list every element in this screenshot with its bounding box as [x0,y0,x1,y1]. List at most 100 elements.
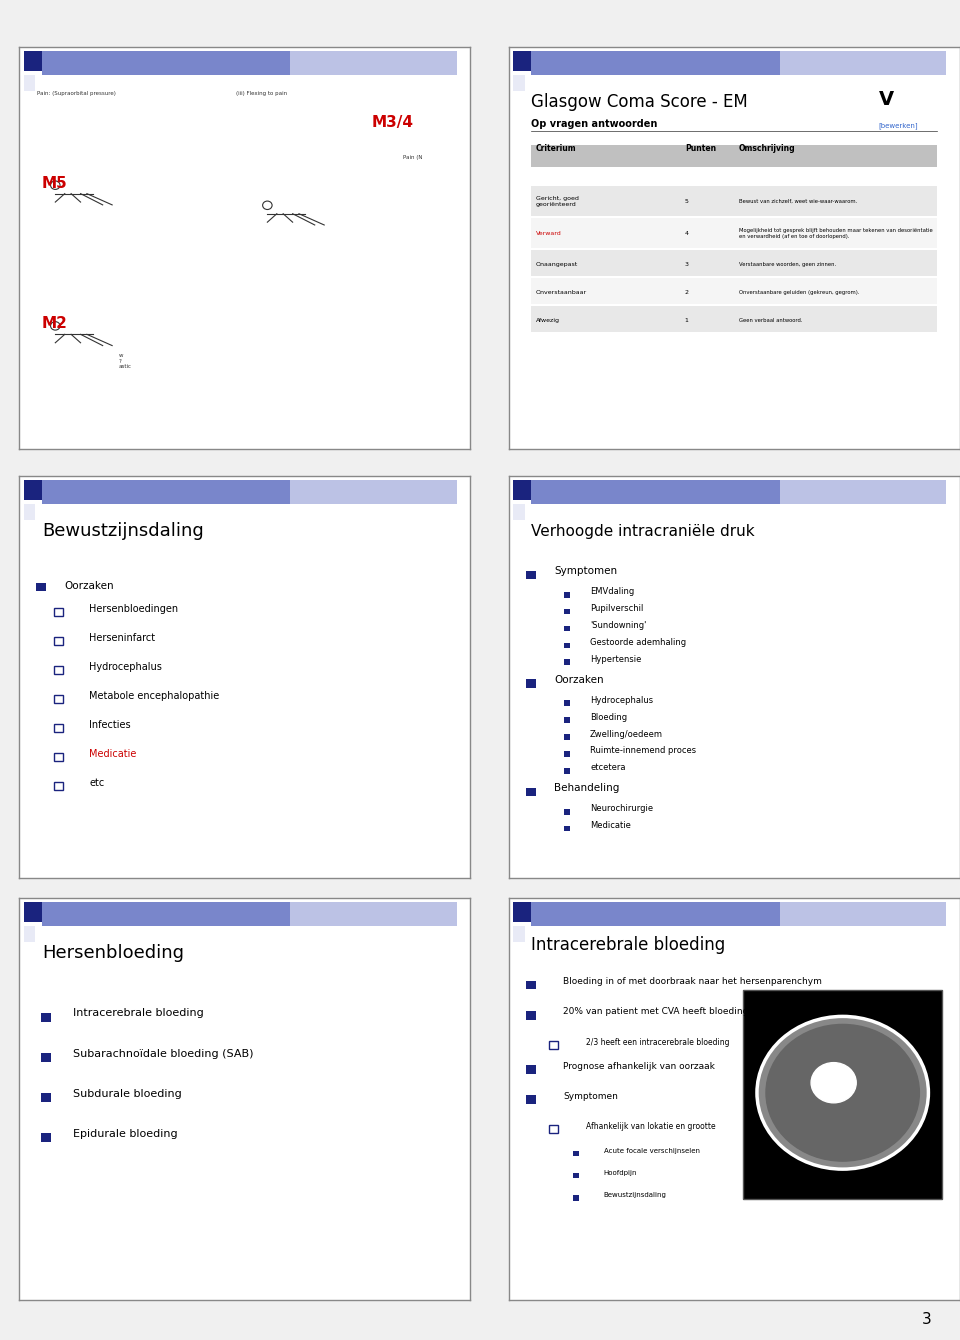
Text: Zwelling/oedeem: Zwelling/oedeem [590,729,663,738]
Text: Onverstaanbaar: Onverstaanbaar [536,289,587,295]
FancyBboxPatch shape [24,504,35,520]
Text: Pain: (Supraorbital pressure): Pain: (Supraorbital pressure) [37,91,116,96]
Text: Hydrocephalus: Hydrocephalus [590,695,653,705]
Text: Geen verbaal antwoord.: Geen verbaal antwoord. [739,318,803,323]
FancyBboxPatch shape [564,809,570,815]
Text: Hersenbloedingen: Hersenbloedingen [89,604,179,614]
Text: Hoofdpijn: Hoofdpijn [604,1170,637,1177]
Text: 2/3 heeft een intracerebrale bloeding: 2/3 heeft een intracerebrale bloeding [586,1037,729,1047]
Text: (iii) Flexing to pain: (iii) Flexing to pain [236,91,287,96]
FancyBboxPatch shape [564,717,570,724]
Text: Bloeding in of met doorbraak naar het hersenparenchym: Bloeding in of met doorbraak naar het he… [563,977,822,986]
FancyBboxPatch shape [548,1040,558,1048]
FancyBboxPatch shape [532,480,947,504]
Text: Ruimte-innemend proces: Ruimte-innemend proces [590,746,696,756]
FancyBboxPatch shape [526,571,536,579]
FancyBboxPatch shape [514,504,524,520]
FancyBboxPatch shape [564,825,570,831]
Text: etcetera: etcetera [590,764,626,772]
FancyBboxPatch shape [532,307,937,332]
FancyBboxPatch shape [24,926,35,942]
FancyBboxPatch shape [55,608,63,616]
Text: Afhankelijk van lokatie en grootte: Afhankelijk van lokatie en grootte [586,1122,715,1131]
Text: Criterium: Criterium [536,145,577,153]
FancyBboxPatch shape [532,249,937,276]
FancyBboxPatch shape [743,990,942,1199]
Text: Subdurale bloeding: Subdurale bloeding [73,1089,182,1099]
FancyBboxPatch shape [564,701,570,706]
Text: w
?
astic: w ? astic [118,352,132,370]
Text: Medicatie: Medicatie [89,749,136,758]
Text: Medicatie: Medicatie [590,821,631,831]
Text: Behandeling: Behandeling [554,784,619,793]
FancyBboxPatch shape [55,695,63,704]
FancyBboxPatch shape [514,51,532,71]
FancyBboxPatch shape [526,1065,536,1073]
Text: etc: etc [89,779,105,788]
FancyBboxPatch shape [780,902,947,926]
FancyBboxPatch shape [564,592,570,598]
FancyBboxPatch shape [532,277,937,304]
FancyBboxPatch shape [564,734,570,740]
Text: 20% van patient met CVA heeft bloeding: 20% van patient met CVA heeft bloeding [563,1008,748,1016]
Text: Hypertensie: Hypertensie [590,655,641,663]
FancyBboxPatch shape [55,666,63,674]
FancyBboxPatch shape [36,583,46,591]
Text: V: V [878,90,894,109]
FancyBboxPatch shape [526,788,536,796]
Text: 2: 2 [684,289,688,295]
Text: Hydrocephalus: Hydrocephalus [89,662,162,673]
FancyBboxPatch shape [780,51,947,75]
Text: Mogelijkheid tot gesprek blijft behouden maar tekenen van desoriëntatie
en verwa: Mogelijkheid tot gesprek blijft behouden… [739,228,933,240]
Text: Subarachnoïdale bloeding (SAB): Subarachnoïdale bloeding (SAB) [73,1049,253,1059]
Circle shape [766,1025,920,1160]
Text: 'Sundowning': 'Sundowning' [590,620,646,630]
Text: Punten: Punten [684,145,716,153]
Text: [bewerken]: [bewerken] [878,122,919,129]
FancyBboxPatch shape [780,480,947,504]
FancyBboxPatch shape [573,1172,579,1178]
Text: Intracerebrale bloeding: Intracerebrale bloeding [532,937,726,954]
FancyBboxPatch shape [55,638,63,646]
Text: Infecties: Infecties [89,720,131,730]
Text: Verhoogde intracraniële druk: Verhoogde intracraniële druk [532,524,755,539]
FancyBboxPatch shape [290,51,457,75]
FancyBboxPatch shape [532,51,947,75]
Text: Bewustzijnsdaling: Bewustzijnsdaling [42,523,204,540]
FancyBboxPatch shape [24,75,35,91]
FancyBboxPatch shape [564,768,570,773]
FancyBboxPatch shape [41,1134,51,1142]
Text: M5: M5 [42,176,67,190]
FancyBboxPatch shape [532,902,947,926]
Text: Oorzaken: Oorzaken [64,582,114,591]
Text: Op vragen antwoorden: Op vragen antwoorden [532,119,658,129]
FancyBboxPatch shape [526,679,536,687]
Text: Bewustzijnsdaling: Bewustzijnsdaling [604,1193,666,1198]
FancyBboxPatch shape [526,981,536,989]
Text: Gestoorde ademhaling: Gestoorde ademhaling [590,638,686,647]
FancyBboxPatch shape [42,480,457,504]
FancyBboxPatch shape [514,926,524,942]
Text: Pupilverschil: Pupilverschil [590,604,643,614]
Text: Pain (N: Pain (N [403,155,422,161]
Text: Verstaanbare woorden, geen zinnen.: Verstaanbare woorden, geen zinnen. [739,261,836,267]
Circle shape [756,1017,928,1168]
Text: Onaangepast: Onaangepast [536,261,578,267]
FancyBboxPatch shape [514,75,524,91]
FancyBboxPatch shape [532,185,937,216]
FancyBboxPatch shape [41,1053,51,1061]
FancyBboxPatch shape [24,902,42,922]
FancyBboxPatch shape [532,145,937,168]
Text: Onverstaanbare geluiden (gekreun, gegrom).: Onverstaanbare geluiden (gekreun, gegrom… [739,289,859,295]
Text: Hersenbloeding: Hersenbloeding [42,945,183,962]
FancyBboxPatch shape [42,902,457,926]
Text: Verward: Verward [536,232,562,236]
Text: M3/4: M3/4 [372,115,413,130]
FancyBboxPatch shape [41,1013,51,1021]
FancyBboxPatch shape [514,480,532,500]
Text: Epidurale bloeding: Epidurale bloeding [73,1130,178,1139]
Text: Omschrijving: Omschrijving [739,145,796,153]
Text: Metabole encephalopathie: Metabole encephalopathie [89,691,220,701]
FancyBboxPatch shape [573,1151,579,1156]
FancyBboxPatch shape [573,1195,579,1201]
